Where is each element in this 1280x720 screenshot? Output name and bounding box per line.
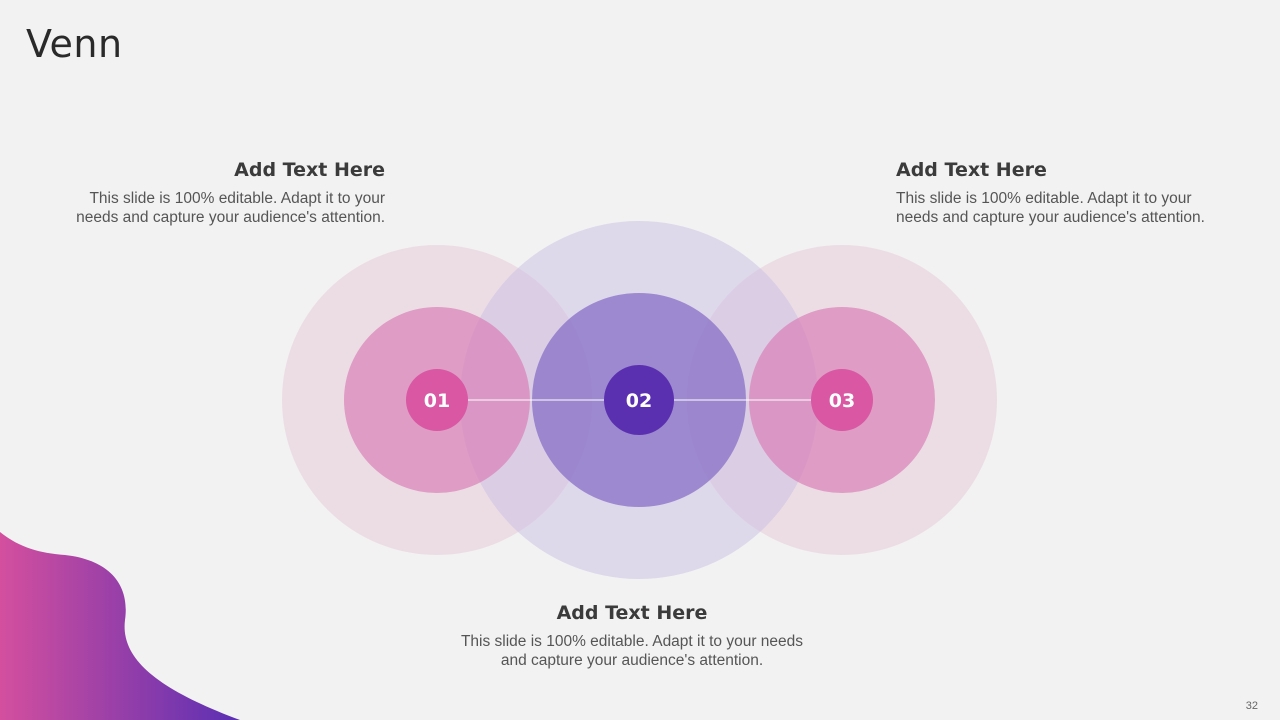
decorative-wave	[0, 532, 240, 720]
text-block-left: Add Text Here This slide is 100% editabl…	[60, 159, 385, 227]
text-block-left-line1: This slide is 100% editable. Adapt it to…	[89, 190, 385, 207]
page-number: 32	[1245, 700, 1258, 712]
text-block-left-body: This slide is 100% editable. Adapt it to…	[60, 189, 385, 227]
text-block-bottom-line2: and capture your audience's attention.	[500, 652, 764, 669]
text-block-bottom-body: This slide is 100% editable. Adapt it to…	[432, 632, 832, 670]
text-block-right-heading: Add Text Here	[896, 159, 1047, 181]
text-block-right-line1: This slide is 100% editable. Adapt it to…	[896, 190, 1192, 207]
text-block-left-heading: Add Text Here	[234, 159, 385, 181]
node-circle-02	[604, 365, 674, 435]
node-label-03: 03	[829, 390, 855, 412]
node-circle-01	[406, 369, 468, 431]
node-label-02: 02	[626, 390, 652, 412]
text-block-left-line2: needs and capture your audience's attent…	[76, 209, 385, 226]
text-block-right: Add Text Here This slide is 100% editabl…	[896, 159, 1226, 227]
text-block-right-line2: needs and capture your audience's attent…	[896, 209, 1205, 226]
node-label-01: 01	[424, 390, 450, 412]
node-circle-03	[811, 369, 873, 431]
slide-title: Venn	[26, 22, 123, 66]
text-block-bottom: Add Text Here This slide is 100% editabl…	[432, 602, 832, 670]
text-block-bottom-line1: This slide is 100% editable. Adapt it to…	[460, 633, 804, 650]
text-block-right-body: This slide is 100% editable. Adapt it to…	[896, 189, 1226, 227]
text-block-bottom-heading: Add Text Here	[556, 602, 708, 624]
